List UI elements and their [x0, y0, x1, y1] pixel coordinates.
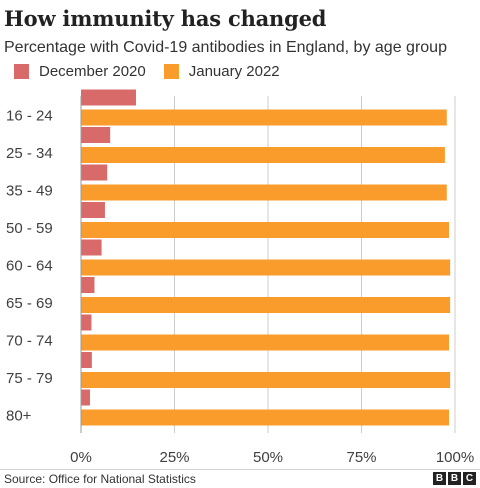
chart-title: How immunity has changed — [4, 6, 327, 31]
x-tick-label: 50% — [253, 449, 283, 466]
bar-december-2020 — [81, 202, 105, 218]
bar-december-2020 — [81, 127, 111, 143]
bbc-logo-letter: B — [448, 472, 461, 485]
bar-december-2020 — [81, 389, 90, 406]
legend-label-january-2022: January 2022 — [188, 63, 280, 80]
bar-january-2022 — [81, 222, 450, 238]
legend-label-december-2020: December 2020 — [39, 63, 146, 80]
bbc-logo: B B C — [431, 472, 476, 485]
bar-december-2020 — [81, 352, 92, 368]
chart-legend: December 2020 January 2022 — [14, 63, 298, 80]
y-tick-label: 60 - 64 — [6, 258, 53, 275]
bar-january-2022 — [81, 372, 451, 388]
legend-item-december-2020: December 2020 — [14, 63, 146, 80]
bar-january-2022 — [81, 259, 451, 276]
bar-january-2022 — [81, 184, 447, 201]
bar-december-2020 — [81, 277, 95, 293]
bbc-logo-letter: C — [463, 472, 476, 485]
bar-december-2020 — [81, 239, 102, 256]
legend-swatch-january-2022 — [163, 64, 179, 79]
bar-chart: 0% 25% 50% 75% 100% 16 - 24 25 - 34 35 - 49 50 -… — [6, 89, 474, 466]
y-tick-label: 75 - 79 — [6, 370, 53, 387]
legend-swatch-december-2020 — [14, 64, 29, 79]
source-note: Source: Office for National Statistics — [4, 472, 196, 486]
bar-january-2022 — [81, 409, 450, 426]
x-tick-label: 0% — [70, 449, 92, 466]
bar-january-2022 — [81, 334, 450, 351]
bar-january-2022 — [81, 297, 451, 313]
y-tick-label: 65 - 69 — [6, 295, 53, 312]
y-tick-label: 70 - 74 — [6, 333, 53, 350]
y-tick-label: 80+ — [6, 408, 32, 425]
bbc-logo-letter: B — [433, 472, 446, 485]
y-tick-label: 35 - 49 — [6, 183, 53, 200]
x-tick-label: 25% — [159, 449, 189, 466]
bar-december-2020 — [81, 89, 136, 106]
bar-january-2022 — [81, 109, 447, 126]
x-tick-label: 75% — [346, 449, 376, 466]
chart-subtitle: Percentage with Covid-19 antibodies in E… — [4, 39, 447, 56]
footer: Source: Office for National Statistics B… — [0, 469, 480, 488]
bar-january-2022 — [81, 147, 445, 163]
y-tick-label: 16 - 24 — [6, 108, 53, 125]
bar-december-2020 — [81, 164, 108, 181]
bar-december-2020 — [81, 314, 92, 331]
legend-item-january-2022: January 2022 — [163, 63, 280, 80]
x-tick-label: 100% — [436, 449, 474, 466]
y-tick-label: 25 - 34 — [6, 145, 53, 162]
y-tick-label: 50 - 59 — [6, 220, 53, 237]
